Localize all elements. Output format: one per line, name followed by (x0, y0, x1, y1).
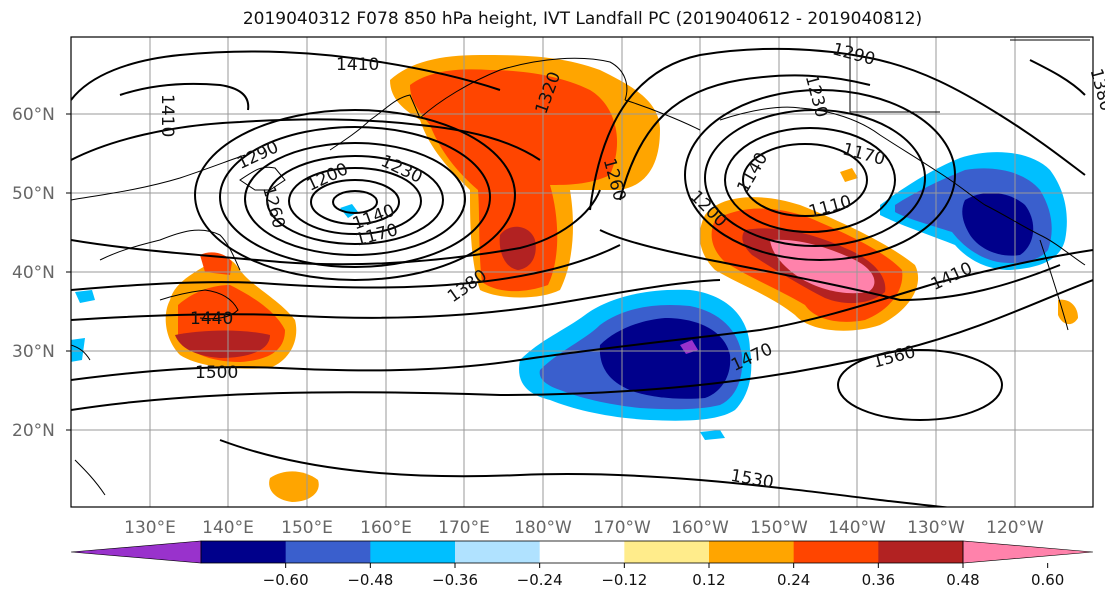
contour-label: 1260 (258, 184, 289, 231)
colorbar-segment (709, 541, 795, 563)
contour-label: 1500 (195, 363, 238, 383)
colorbar-segment (878, 541, 964, 563)
latitude-labels: 60°N 50°N 40°N 30°N 20°N (12, 105, 55, 441)
contour-label: 1410 (157, 94, 177, 137)
colorbar-tick-label: −0.48 (347, 571, 393, 589)
map-title: 2019040312 F078 850 hPa height, IVT Land… (242, 9, 923, 29)
colorbar-segment (370, 541, 456, 563)
lat-label: 30°N (12, 342, 55, 362)
colorbar-tick-label: 0.60 (1031, 571, 1064, 589)
colorbar-segment (539, 541, 625, 563)
colorbar-tick-label: −0.60 (263, 571, 309, 589)
lon-label: 170°E (438, 518, 490, 538)
lat-label: 40°N (12, 263, 55, 283)
contour-label: 1230 (801, 73, 832, 120)
ivt-shading (71, 55, 1078, 502)
lon-label: 140°W (828, 518, 886, 538)
colorbar-segment (624, 541, 710, 563)
lon-label: 180°W (514, 518, 572, 538)
colorbar: −0.60 −0.48 −0.36 −0.24 −0.12 0.12 0.24 0.36 0.4… (70, 540, 1094, 589)
lon-label: 160°E (360, 518, 412, 538)
colorbar-tick-label: −0.24 (517, 571, 563, 589)
colorbar-segment (455, 541, 541, 563)
colorbar-segment (793, 541, 879, 563)
contour-label: 1410 (928, 258, 976, 294)
axis-ticks (66, 113, 71, 431)
lon-label: 140°E (202, 518, 254, 538)
lon-label: 130°W (907, 518, 965, 538)
contour-label: 1170 (840, 139, 887, 170)
contour-label: 1230 (378, 151, 426, 187)
contour-label: 1290 (830, 39, 877, 70)
colorbar-tick-label: −0.12 (601, 571, 647, 589)
lon-label: 160°W (671, 518, 729, 538)
lat-label: 50°N (12, 184, 55, 204)
colorbar-tick-label: −0.36 (432, 571, 478, 589)
lon-label: 120°W (986, 518, 1044, 538)
colorbar-frame (200, 540, 964, 564)
lon-label: 150°E (281, 518, 333, 538)
contour-label: 1380 (1086, 66, 1105, 113)
contour-label: 1140 (733, 149, 772, 196)
colorbar-tick-label: 0.24 (777, 571, 810, 589)
lon-label: 170°W (593, 518, 651, 538)
colorbar-segment (285, 541, 371, 563)
lat-label: 60°N (12, 105, 55, 125)
longitude-labels: 130°E 140°E 150°E 160°E 170°E 180°W 170°… (124, 518, 1044, 538)
height-contours (71, 47, 1093, 507)
colorbar-tick-label: 0.48 (946, 571, 979, 589)
contour-label: 1560 (871, 342, 918, 373)
contour-label: 1530 (729, 466, 775, 493)
lat-label: 20°N (12, 421, 55, 441)
lon-label: 130°E (124, 518, 176, 538)
contour-label: 1440 (190, 309, 233, 329)
colorbar-tick-label: 0.36 (862, 571, 895, 589)
lon-label: 150°W (750, 518, 808, 538)
colorbar-extend-low (70, 540, 202, 564)
contour-label: 1410 (336, 55, 379, 75)
colorbar-segment (201, 541, 287, 563)
contour-label: 1200 (304, 159, 352, 195)
colorbar-extend-high (962, 540, 1094, 564)
colorbar-tick-label: 0.12 (692, 571, 725, 589)
